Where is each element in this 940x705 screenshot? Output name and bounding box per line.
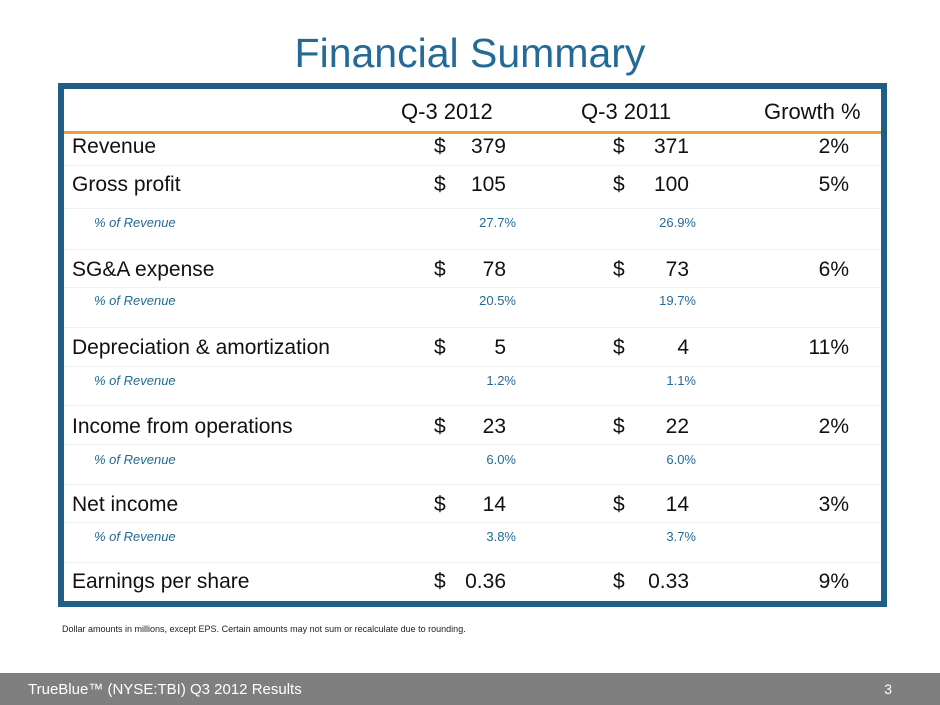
pct-2011: 1.1% [666,373,696,388]
row-divider [64,165,881,166]
currency-2011: $ [613,173,625,196]
currency-2012: $ [434,173,446,196]
growth-value: 6% [818,258,849,281]
pct-2011: 3.7% [666,529,696,544]
value-2011: 4 [677,336,689,359]
row-divider [64,249,881,250]
currency-2011: $ [613,493,625,516]
currency-2012: $ [434,258,446,281]
growth-value: 2% [818,415,849,438]
row-divider [64,366,881,367]
value-2011: 73 [665,258,689,281]
table-subrow: % of Revenue 3.8% 3.7% [64,529,881,545]
currency-2011: $ [613,415,625,438]
value-2012: 23 [482,415,506,438]
value-2011: 22 [665,415,689,438]
value-2011: 14 [665,493,689,516]
pct-2012: 3.8% [486,529,516,544]
pct-2012: 6.0% [486,452,516,467]
currency-2011: $ [613,570,625,593]
row-label: Income from operations [72,415,293,438]
row-divider [64,522,881,523]
financial-summary-table: Q-3 2012 Q-3 2011 Growth % Revenue $379 $3… [58,83,887,607]
currency-2012: $ [434,415,446,438]
row-divider [64,327,881,328]
table-row: Income from operations $23 $22 2% [64,415,881,439]
row-label: % of Revenue [94,529,176,544]
currency-2012: $ [434,493,446,516]
row-label: Revenue [72,135,157,158]
table-subrow: % of Revenue 6.0% 6.0% [64,452,881,468]
pct-2011: 19.7% [659,293,696,308]
table-header: Q-3 2012 Q-3 2011 Growth % [64,93,881,134]
currency-2012: $ [434,135,446,158]
header-growth: Growth % [764,99,861,124]
row-divider [64,405,881,406]
currency-2012: $ [434,336,446,359]
table-subrow: % of Revenue 1.2% 1.1% [64,373,881,389]
row-label: % of Revenue [94,373,176,388]
pct-2011: 26.9% [659,215,696,230]
table-row: SG&A expense $78 $73 6% [64,258,881,282]
value-2012: 14 [482,493,506,516]
pct-2011: 6.0% [666,452,696,467]
row-divider [64,287,881,288]
growth-value: 11% [808,336,849,359]
row-label: Net income [72,493,179,516]
pct-2012: 1.2% [486,373,516,388]
page-number: 3 [884,681,892,697]
pct-2012: 27.7% [479,215,516,230]
currency-2012: $ [434,570,446,593]
header-q3-2011: Q-3 2011 [581,99,672,124]
row-divider [64,484,881,485]
slide-footer: TrueBlue™ (NYSE:TBI) Q3 2012 Results 3 [0,673,940,705]
growth-value: 3% [818,493,849,516]
footer-text: TrueBlue™ (NYSE:TBI) Q3 2012 Results [28,681,302,698]
row-label: Depreciation & amortization [72,336,330,359]
slide-title: Financial Summary [294,30,646,76]
value-2012: 379 [470,135,506,158]
table-row: Gross profit $105 $100 5% [64,173,881,197]
row-divider [64,444,881,445]
table-row: Net income $14 $14 3% [64,493,881,517]
value-2012: 0.36 [465,570,506,593]
table-subrow: % of Revenue 20.5% 19.7% [64,293,881,309]
value-2011: 100 [653,173,689,196]
row-divider [64,208,881,209]
pct-2012: 20.5% [479,293,516,308]
currency-2011: $ [613,336,625,359]
value-2011: 0.33 [648,570,689,593]
row-label: % of Revenue [94,215,176,230]
row-label: % of Revenue [94,452,176,467]
row-divider [64,562,881,563]
growth-value: 5% [818,173,849,196]
growth-value: 2% [818,135,849,158]
value-2012: 5 [494,336,506,359]
row-label: % of Revenue [94,293,176,308]
value-2012: 105 [470,173,506,196]
growth-value: 9% [818,570,849,593]
row-label: SG&A expense [72,258,215,281]
row-label: Gross profit [72,173,181,196]
footnote: Dollar amounts in millions, except EPS. … [62,624,466,634]
value-2012: 78 [482,258,506,281]
table-row: Depreciation & amortization $5 $4 11% [64,336,881,360]
table-subrow: % of Revenue 27.7% 26.9% [64,215,881,231]
table-row: Earnings per share $0.36 $0.33 9% [64,570,881,594]
header-q3-2012: Q-3 2012 [401,99,493,124]
value-2011: 371 [653,135,689,158]
table-row: Revenue $379 $371 2% [64,135,881,159]
row-label: Earnings per share [72,570,250,593]
currency-2011: $ [613,135,625,158]
currency-2011: $ [613,258,625,281]
